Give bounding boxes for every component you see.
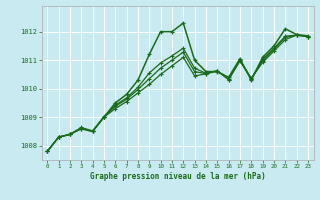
X-axis label: Graphe pression niveau de la mer (hPa): Graphe pression niveau de la mer (hPa) [90,172,266,181]
